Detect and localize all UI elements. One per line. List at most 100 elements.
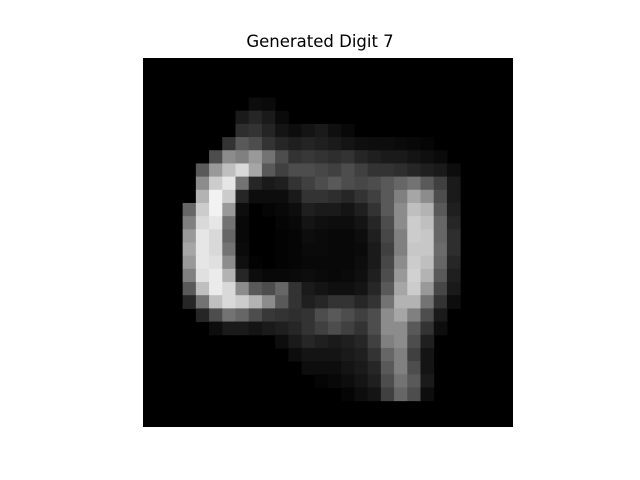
heatmap-cell (341, 163, 355, 178)
heatmap-cell (235, 268, 250, 283)
heatmap-cell (354, 321, 369, 336)
heatmap-cell (367, 137, 382, 151)
heatmap-cell (433, 282, 448, 296)
heatmap-cell (261, 189, 276, 204)
heatmap-cell (275, 137, 289, 151)
heatmap-cell (222, 176, 236, 191)
heatmap-cell (209, 242, 223, 257)
heatmap-cell (275, 123, 289, 138)
heatmap-cell (275, 189, 289, 204)
heatmap-cell (301, 242, 316, 257)
heatmap-cell (182, 242, 197, 257)
heatmap-cell (394, 387, 408, 402)
heatmap-cell (341, 282, 355, 296)
heatmap-cell (301, 334, 316, 349)
heatmap-cell (367, 308, 382, 323)
heatmap-cell (261, 268, 276, 283)
heatmap-cell (182, 216, 197, 230)
heatmap-cell (314, 268, 329, 283)
heatmap-cell (182, 202, 197, 217)
heatmap-cell (446, 216, 461, 230)
heatmap-cell (407, 361, 421, 375)
heatmap-cell (394, 321, 408, 336)
digit-heatmap (143, 58, 513, 427)
heatmap-cell (367, 321, 382, 336)
heatmap-cell (341, 308, 355, 323)
heatmap-cell (261, 202, 276, 217)
heatmap-cell (209, 150, 223, 164)
heatmap-cell (407, 347, 421, 362)
heatmap-cell (288, 242, 303, 257)
heatmap-cell (341, 229, 355, 243)
heatmap-cell (341, 189, 355, 204)
heatmap-cell (446, 176, 461, 191)
heatmap-cell (301, 229, 316, 243)
heatmap-cell (195, 202, 210, 217)
heatmap-cell (195, 255, 210, 270)
heatmap-cell (328, 255, 342, 270)
heatmap-cell (446, 255, 461, 270)
heatmap-cell (222, 189, 236, 204)
heatmap-cell (407, 189, 421, 204)
heatmap-cell (288, 282, 303, 296)
heatmap-cell (328, 308, 342, 323)
heatmap-cell (407, 321, 421, 336)
heatmap-cell (407, 308, 421, 323)
heatmap-cell (209, 308, 223, 323)
heatmap-cell (328, 163, 342, 178)
heatmap-cell (288, 295, 303, 309)
heatmap-cell (235, 110, 250, 125)
heatmap-cell (354, 361, 369, 375)
heatmap-cell (301, 202, 316, 217)
heatmap-cell (446, 229, 461, 243)
heatmap-cell (209, 268, 223, 283)
heatmap-cell (394, 347, 408, 362)
heatmap-cell (380, 282, 395, 296)
heatmap-cell (367, 347, 382, 362)
heatmap-cell (314, 216, 329, 230)
heatmap-cell (328, 216, 342, 230)
heatmap-cell (354, 163, 369, 178)
heatmap-cell (314, 334, 329, 349)
heatmap-cell (235, 282, 250, 296)
heatmap-cell (433, 242, 448, 257)
heatmap-cell (341, 150, 355, 164)
heatmap-cell (275, 282, 289, 296)
heatmap-cell (288, 229, 303, 243)
heatmap-cell (354, 334, 369, 349)
heatmap-cell (235, 202, 250, 217)
heatmap-cell (209, 176, 223, 191)
heatmap-cell (433, 163, 448, 178)
heatmap-cell (420, 361, 435, 375)
heatmap-cell (407, 216, 421, 230)
heatmap-cell (328, 229, 342, 243)
heatmap-cell (394, 150, 408, 164)
heatmap-cell (275, 110, 289, 125)
heatmap-cell (354, 189, 369, 204)
heatmap-cell (314, 361, 329, 375)
heatmap-cell (301, 308, 316, 323)
heatmap-cell (433, 176, 448, 191)
heatmap-cell (235, 242, 250, 257)
heatmap-cell (354, 242, 369, 257)
heatmap-cell (261, 163, 276, 178)
heatmap-cell (407, 229, 421, 243)
heatmap-cell (261, 150, 276, 164)
heatmap-cell (367, 176, 382, 191)
heatmap-cell (354, 150, 369, 164)
heatmap-cell (314, 123, 329, 138)
heatmap-cell (248, 176, 263, 191)
heatmap-cell (182, 295, 197, 309)
heatmap-cell (275, 242, 289, 257)
heatmap-cell (433, 229, 448, 243)
heatmap-cell (195, 282, 210, 296)
heatmap-cell (209, 229, 223, 243)
heatmap-cell (341, 216, 355, 230)
heatmap-cell (354, 202, 369, 217)
heatmap-cell (407, 334, 421, 349)
heatmap-cell (407, 163, 421, 178)
heatmap-cell (328, 361, 342, 375)
heatmap-cell (394, 242, 408, 257)
heatmap-cell (394, 282, 408, 296)
heatmap-cell (301, 150, 316, 164)
